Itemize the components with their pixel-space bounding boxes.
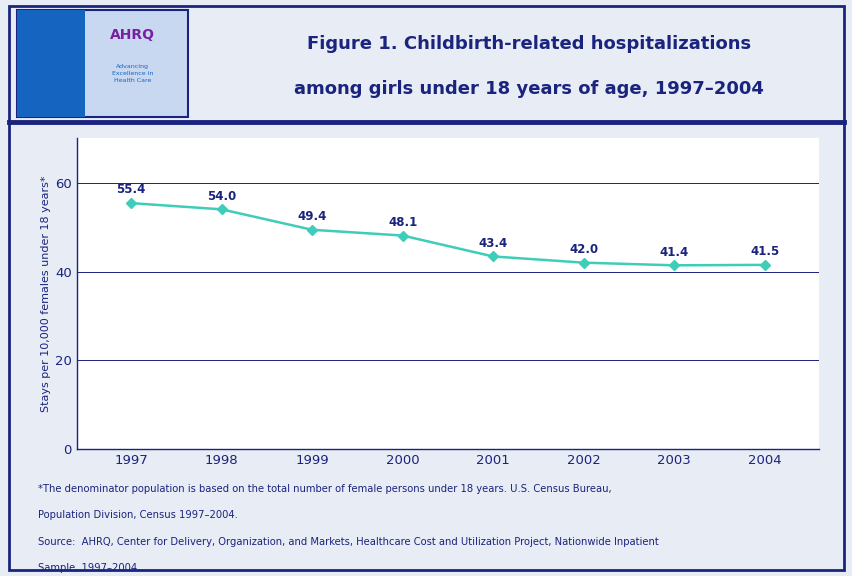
Text: Source:  AHRQ, Center for Delivery, Organization, and Markets, Healthcare Cost a: Source: AHRQ, Center for Delivery, Organ…: [38, 537, 659, 547]
Y-axis label: Stays per 10,000 females under 18 years*: Stays per 10,000 females under 18 years*: [41, 176, 51, 412]
Text: among girls under 18 years of age, 1997–2004: among girls under 18 years of age, 1997–…: [294, 79, 763, 98]
Text: 54.0: 54.0: [207, 190, 236, 203]
FancyBboxPatch shape: [17, 10, 187, 116]
Text: 55.4: 55.4: [116, 183, 146, 196]
Text: 41.4: 41.4: [659, 245, 688, 259]
Text: AHRQ: AHRQ: [110, 28, 154, 43]
FancyBboxPatch shape: [17, 10, 85, 116]
Text: Figure 1. Childbirth-related hospitalizations: Figure 1. Childbirth-related hospitaliza…: [307, 35, 750, 54]
Text: *The denominator population is based on the total number of female persons under: *The denominator population is based on …: [38, 484, 611, 494]
Text: 48.1: 48.1: [388, 216, 417, 229]
Text: 43.4: 43.4: [478, 237, 507, 250]
Text: 49.4: 49.4: [297, 210, 326, 223]
Text: Advancing
Excellence in
Health Care: Advancing Excellence in Health Care: [112, 65, 153, 82]
Text: 42.0: 42.0: [568, 243, 597, 256]
Text: 41.5: 41.5: [749, 245, 778, 258]
Text: Population Division, Census 1997–2004.: Population Division, Census 1997–2004.: [38, 510, 238, 520]
Text: Sample, 1997–2004.: Sample, 1997–2004.: [38, 563, 141, 573]
